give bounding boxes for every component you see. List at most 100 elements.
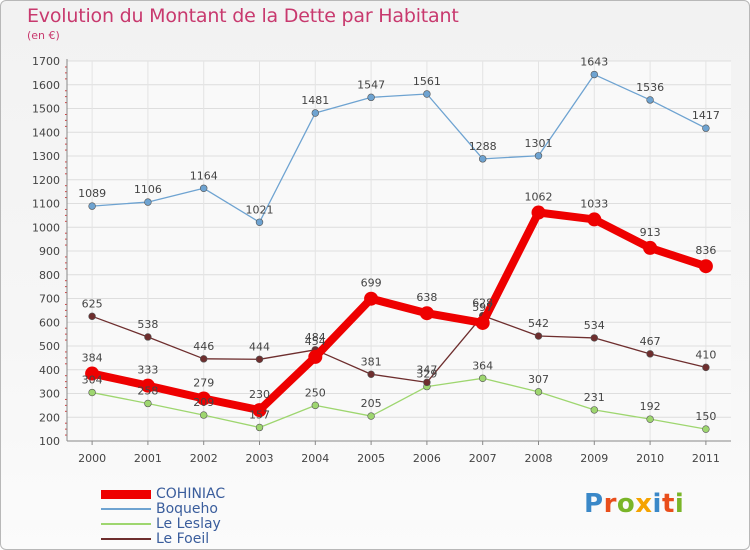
data-label-le-leslay: 250 [305,386,326,399]
data-label-boqueho: 1164 [190,169,218,182]
legend-label: COHINIAC [156,486,226,502]
data-label-cohiniac: 1062 [524,191,552,204]
data-point-cohiniac [531,205,546,220]
legend-swatch [101,538,151,540]
data-label-boqueho: 1089 [78,187,106,200]
x-tick-label: 2003 [246,452,274,465]
x-tick-label: 2011 [692,452,720,465]
x-tick-label: 2004 [301,452,329,465]
data-point-le-leslay [311,401,320,410]
data-point-cohiniac [643,240,658,255]
data-label-le-foeil: 381 [361,355,382,368]
data-label-le-leslay: 364 [472,359,493,372]
y-tick-label: 400 [39,364,60,377]
data-point-le-leslay [88,388,96,397]
legend-item-le-foeil: Le Foeil [101,531,301,547]
y-tick-label: 1300 [32,150,60,163]
y-tick-label: 800 [39,269,60,282]
data-label-boqueho: 1301 [524,137,552,150]
data-point-le-leslay [200,411,208,419]
series-line-le-foeil [91,314,707,383]
y-tick-label: 500 [39,340,60,353]
data-point-boqueho [311,109,320,117]
data-label-boqueho: 1021 [246,203,274,216]
data-label-cohiniac: 836 [695,244,716,257]
series-line-cohiniac [88,208,710,415]
data-label-cohiniac: 230 [249,388,270,401]
x-tick-label: 2002 [190,452,218,465]
data-label-cohiniac: 638 [416,291,437,304]
data-label-boqueho: 1643 [580,56,608,69]
data-label-boqueho: 1547 [357,78,385,91]
data-point-cohiniac [85,366,100,381]
data-point-boqueho [534,152,543,160]
data-point-cohiniac [196,391,211,406]
y-tick-label: 100 [39,435,60,448]
data-point-boqueho [423,90,431,98]
legend-swatch [101,508,151,510]
data-point-le-leslay [534,388,543,396]
data-label-boqueho: 1106 [134,183,162,196]
data-point-le-foeil [88,312,96,321]
data-label-le-leslay: 209 [193,396,214,409]
y-tick-label: 300 [39,388,60,401]
data-label-le-foeil: 625 [82,297,103,310]
data-label-cohiniac: 913 [640,226,661,239]
data-point-le-foeil [367,370,375,378]
x-tick-label: 2008 [524,452,552,465]
y-tick-label: 1700 [32,55,60,68]
data-point-le-foeil [144,333,152,341]
series-line-le-leslay [91,377,707,430]
data-point-le-leslay [144,399,152,408]
data-point-boqueho [590,70,598,79]
data-point-le-leslay [255,423,264,432]
data-point-le-foeil [200,355,208,363]
data-point-boqueho [88,202,96,210]
data-label-le-foeil: 467 [640,335,661,348]
x-tick-label: 2010 [636,452,664,465]
x-tick-label: 2005 [357,452,385,465]
y-tick-label: 1500 [32,103,60,116]
data-point-le-foeil [255,355,264,363]
data-label-cohiniac: 1033 [580,197,608,210]
x-tick-label: 2007 [469,452,497,465]
data-point-le-leslay [367,412,375,420]
legend-item-boqueho: Boqueho [101,501,301,517]
chart-subtitle: (en €) [27,29,60,42]
legend-item-le-leslay: Le Leslay [101,516,301,532]
data-point-boqueho [200,184,208,193]
data-label-le-leslay: 329 [416,368,437,381]
data-point-le-leslay [478,374,487,382]
data-label-le-foeil: 484 [305,331,326,344]
data-point-le-leslay [646,415,654,423]
data-label-le-foeil: 628 [472,297,493,310]
data-label-le-leslay: 205 [361,397,382,410]
data-label-le-leslay: 258 [137,384,158,397]
data-label-le-leslay: 192 [640,400,661,413]
y-tick-label: 600 [39,316,60,329]
data-point-boqueho [646,96,654,104]
series-line-boqueho [91,73,707,223]
y-tick-label: 200 [39,411,60,424]
legend-swatch [101,489,151,499]
x-tick-label: 2006 [413,452,441,465]
data-label-boqueho: 1536 [636,81,664,94]
data-point-le-foeil [590,334,598,342]
data-label-cohiniac: 699 [361,277,382,290]
brand-logo: Proxiti [584,489,685,519]
data-label-boqueho: 1561 [413,75,441,88]
data-point-boqueho [255,218,264,226]
data-point-le-foeil [423,378,431,387]
data-point-boqueho [702,124,710,132]
data-label-boqueho: 1481 [301,94,329,107]
data-label-cohiniac: 384 [82,352,103,365]
data-label-le-leslay: 231 [584,391,605,404]
data-point-cohiniac [587,212,602,227]
y-tick-label: 1600 [32,79,60,92]
data-label-le-foeil: 347 [416,363,437,376]
data-label-le-leslay: 150 [695,410,716,423]
data-label-le-foeil: 542 [528,317,549,330]
legend-item-cohiniac: COHINIAC [101,486,301,502]
